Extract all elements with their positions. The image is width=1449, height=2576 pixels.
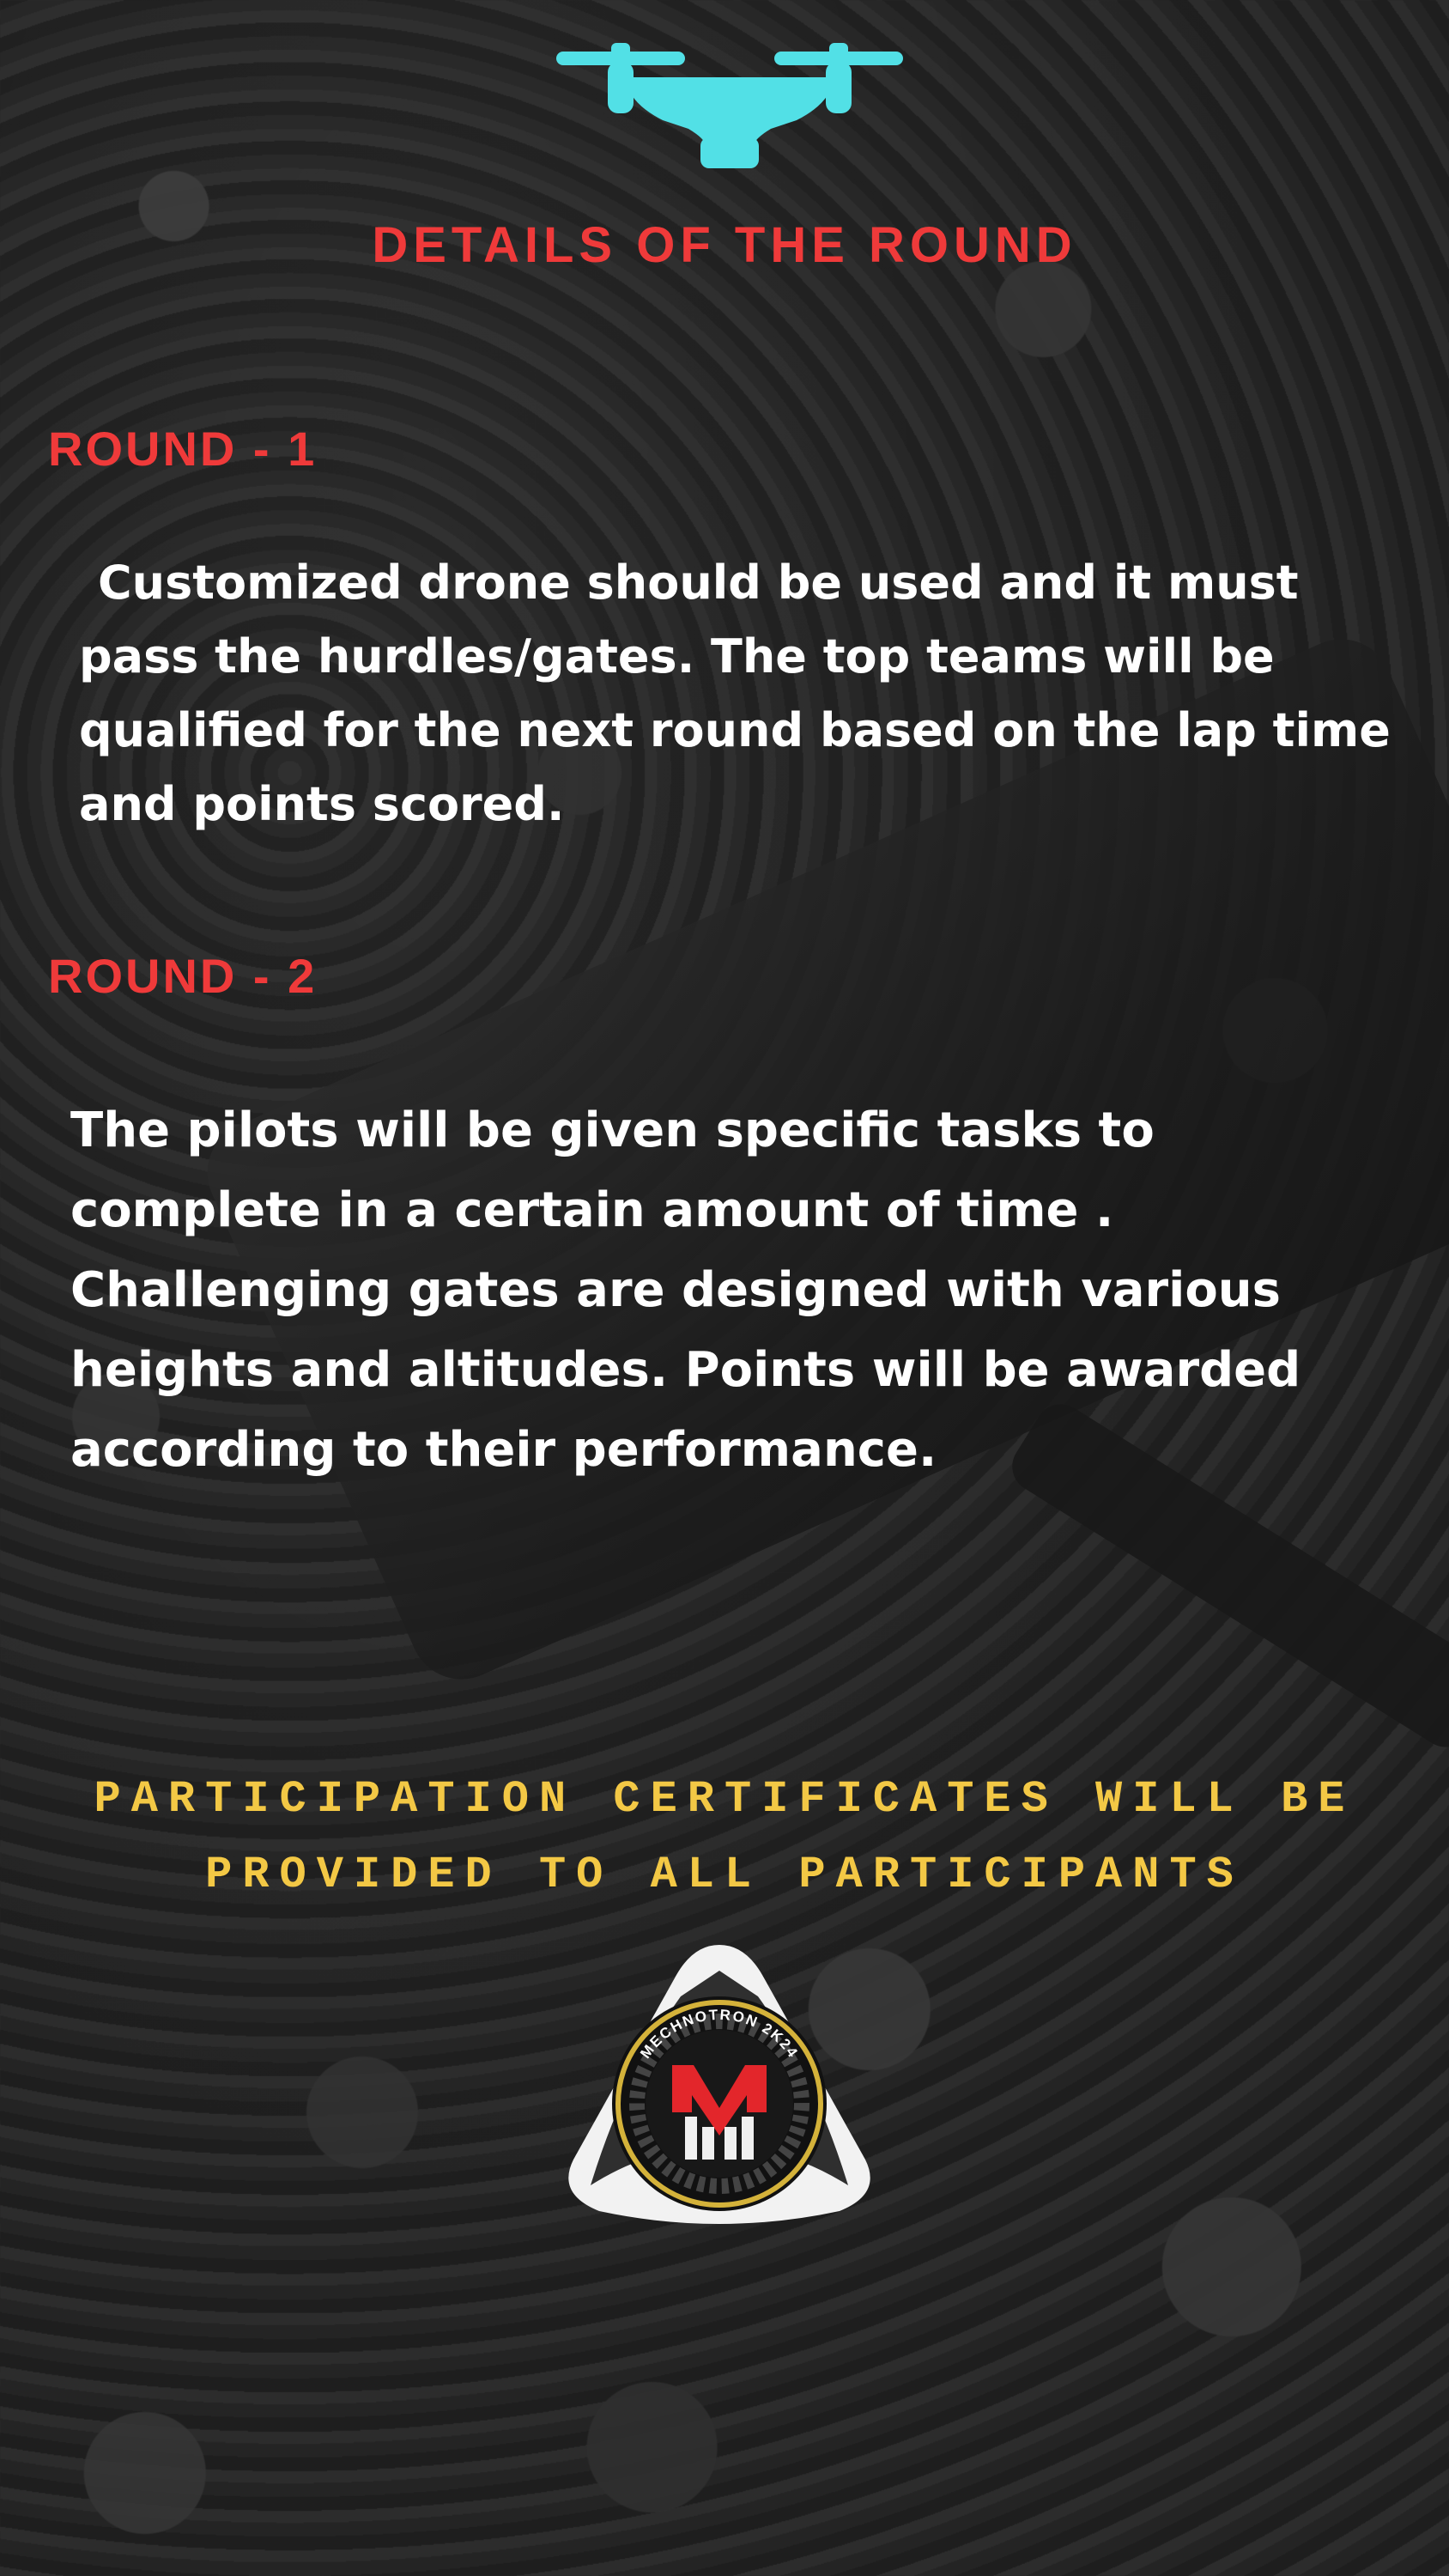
round-1-description: Customized drone should be used and it m… xyxy=(79,556,1391,831)
round-1-heading: ROUND - 1 xyxy=(48,422,318,476)
certificate-note: PARTICIPATION CERTIFICATES WILL BE PROVI… xyxy=(94,1774,1355,1900)
round-2-description: The pilots will be given specific tasks … xyxy=(70,1103,1301,1478)
round-2-heading: ROUND - 2 xyxy=(48,949,318,1003)
page-title: DETAILS OF THE ROUND xyxy=(372,217,1077,273)
mechnotron-logo: MECHNOTRON 2K24 xyxy=(568,1945,870,2224)
drone-icon xyxy=(556,43,903,168)
